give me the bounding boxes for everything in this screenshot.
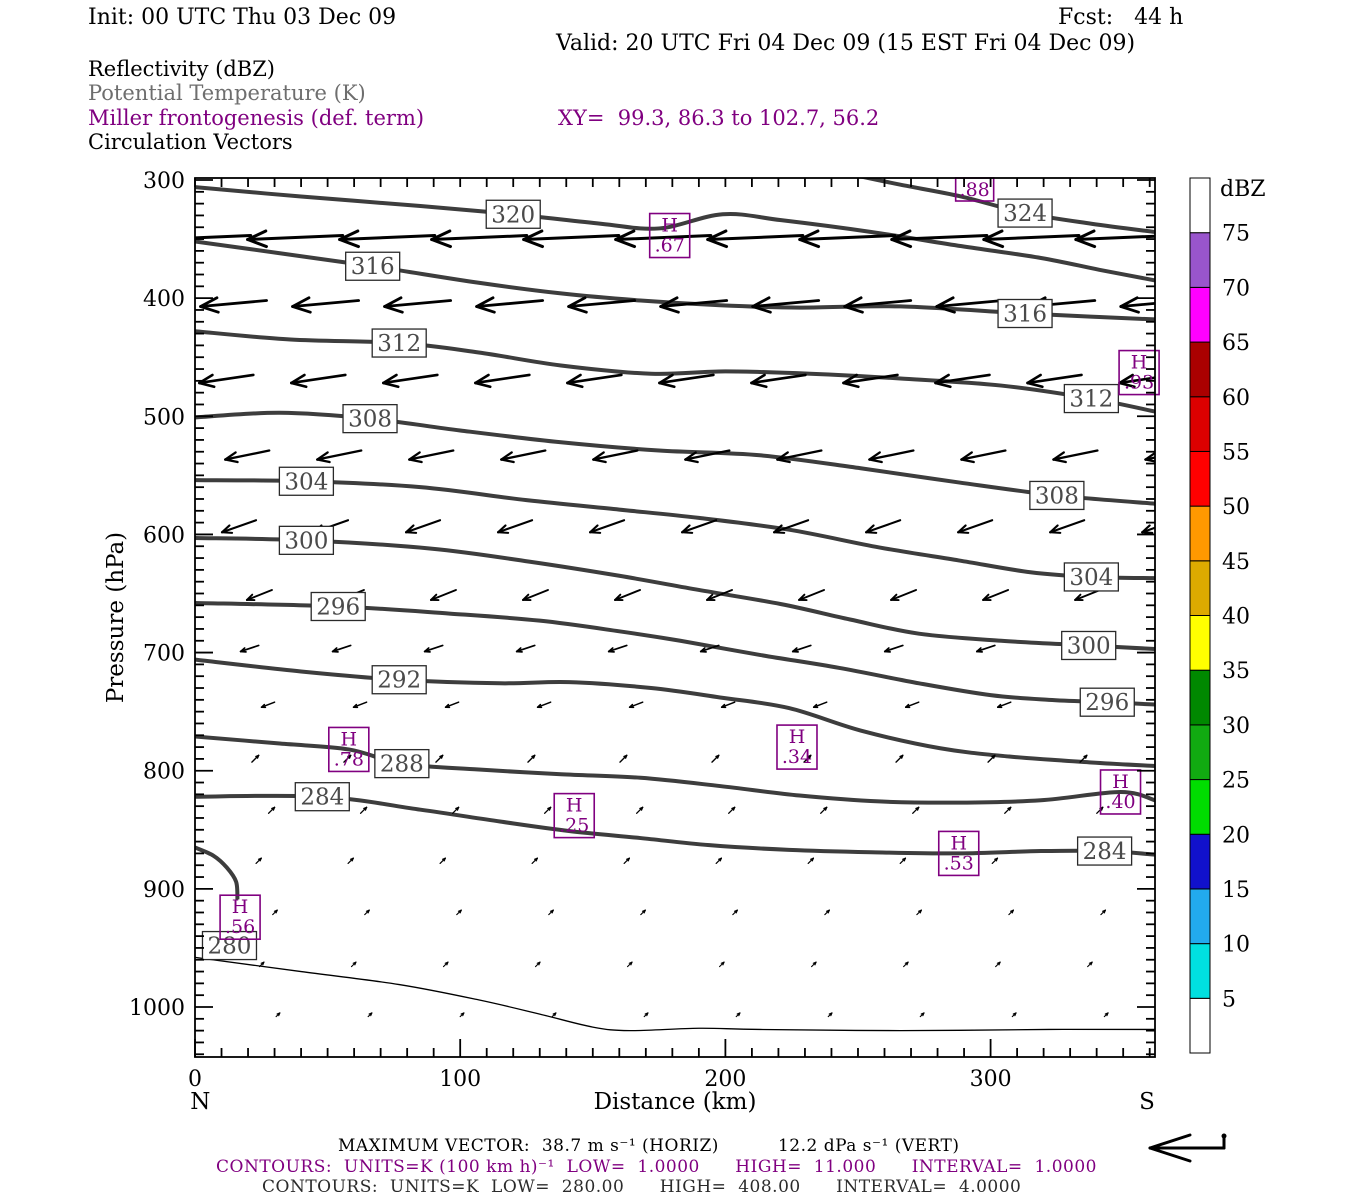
svg-text:300: 300 bbox=[1067, 633, 1111, 659]
theta-contour-labels: 324 320 316 316 312 312 308 308 304 304 300 300 296 2… bbox=[201, 198, 1135, 961]
max-vector-label: MAXIMUM VECTOR: 38.7 m s⁻¹ (HORIZ) 12.2 … bbox=[338, 1136, 960, 1156]
svg-text:800: 800 bbox=[143, 760, 185, 785]
theta-contour-288 bbox=[195, 734, 1155, 805]
theta-contour-300 bbox=[195, 535, 1155, 652]
svg-text:75: 75 bbox=[1222, 222, 1250, 247]
svg-text:20: 20 bbox=[1222, 823, 1250, 848]
svg-text:1000: 1000 bbox=[129, 996, 185, 1021]
svg-text:.56: .56 bbox=[225, 916, 255, 938]
theta-contour-280 bbox=[195, 956, 1155, 1032]
svg-text:400: 400 bbox=[143, 287, 185, 312]
svg-text:308: 308 bbox=[1035, 483, 1079, 509]
svg-text:30: 30 bbox=[1222, 714, 1250, 739]
frontogenesis-h-markers: .88H.67H.93H.78H.34H.25H.40H.53H.56 bbox=[219, 177, 1160, 941]
svg-text:200: 200 bbox=[704, 1067, 746, 1092]
south-end-label: S bbox=[1139, 1089, 1155, 1115]
svg-text:35: 35 bbox=[1222, 659, 1250, 684]
svg-text:H: H bbox=[661, 215, 678, 237]
reflectivity-colorbar: 5 10 15 20 25 30 35 40 45 50 55 60 65 70 75 dBZ bbox=[1189, 177, 1266, 1054]
svg-text:900: 900 bbox=[143, 878, 185, 903]
svg-text:45: 45 bbox=[1222, 550, 1250, 575]
legend-circulation-vectors: Circulation Vectors bbox=[88, 130, 293, 154]
theta-contour-296 bbox=[195, 600, 1155, 707]
init-time-label: Init: 00 UTC Thu 03 Dec 09 bbox=[88, 5, 397, 30]
svg-text:.93: .93 bbox=[1124, 372, 1154, 394]
cross-section-endpoints-label: XY= 99.3, 86.3 to 102.7, 56.2 bbox=[558, 106, 880, 130]
svg-text:284: 284 bbox=[1083, 839, 1127, 865]
svg-text:312: 312 bbox=[377, 331, 421, 357]
svg-text:10: 10 bbox=[1222, 933, 1250, 958]
svg-text:55: 55 bbox=[1222, 440, 1250, 465]
svg-text:40: 40 bbox=[1222, 605, 1250, 630]
svg-text:700: 700 bbox=[143, 642, 185, 667]
svg-text:316: 316 bbox=[351, 254, 395, 280]
svg-text:60: 60 bbox=[1222, 386, 1250, 411]
theta-contour-info: CONTOURS: UNITS=K LOW= 280.00 HIGH= 408.… bbox=[262, 1177, 1022, 1197]
svg-text:288: 288 bbox=[380, 752, 424, 778]
svg-text:H: H bbox=[232, 896, 249, 918]
svg-text:H: H bbox=[789, 726, 806, 748]
svg-text:5: 5 bbox=[1222, 987, 1236, 1012]
axes: 300 400 500 600 700 800 900 1000 0 100 200 300 N S Dis… bbox=[103, 169, 1156, 1115]
svg-text:.67: .67 bbox=[655, 235, 685, 257]
svg-text:300: 300 bbox=[143, 169, 185, 194]
svg-text:70: 70 bbox=[1222, 276, 1250, 301]
svg-text:.53: .53 bbox=[944, 852, 974, 874]
theta-contour-320 bbox=[195, 185, 1155, 283]
circulation-vectors bbox=[195, 229, 1155, 1018]
svg-text:H: H bbox=[950, 832, 967, 854]
svg-text:100: 100 bbox=[439, 1067, 481, 1092]
valid-time-label: Valid: 20 UTC Fri 04 Dec 09 (15 EST Fri … bbox=[556, 31, 1136, 56]
svg-text:0: 0 bbox=[188, 1067, 202, 1092]
legend-frontogenesis: Miller frontogenesis (def. term) bbox=[88, 106, 425, 130]
svg-text:292: 292 bbox=[377, 668, 421, 694]
svg-text:H: H bbox=[1131, 352, 1148, 374]
legend-reflectivity: Reflectivity (dBZ) bbox=[88, 57, 276, 81]
svg-text:50: 50 bbox=[1222, 495, 1250, 520]
svg-text:300: 300 bbox=[970, 1067, 1012, 1092]
frontogenesis-contour-info: CONTOURS: UNITS=K (100 km h)⁻¹ LOW= 1.00… bbox=[216, 1157, 1097, 1177]
y-axis-title: Pressure (hPa) bbox=[103, 532, 129, 703]
colorbar-title: dBZ bbox=[1220, 177, 1266, 202]
svg-text:296: 296 bbox=[1085, 690, 1129, 716]
svg-text:280: 280 bbox=[208, 934, 252, 960]
svg-text:324: 324 bbox=[1003, 201, 1047, 227]
svg-text:304: 304 bbox=[1069, 565, 1113, 591]
svg-text:500: 500 bbox=[143, 405, 185, 430]
theta-contour-312 bbox=[195, 329, 1155, 414]
svg-text:15: 15 bbox=[1222, 878, 1250, 903]
svg-text:H: H bbox=[566, 795, 583, 817]
svg-text:65: 65 bbox=[1222, 331, 1250, 356]
svg-text:.34: .34 bbox=[782, 746, 812, 768]
svg-text:.40: .40 bbox=[1105, 791, 1135, 813]
theta-contour-284 bbox=[195, 793, 1155, 857]
svg-text:296: 296 bbox=[316, 594, 360, 620]
svg-text:304: 304 bbox=[284, 469, 328, 495]
svg-text:284: 284 bbox=[300, 785, 344, 811]
theta-contour-304 bbox=[195, 478, 1155, 581]
svg-text:H: H bbox=[1112, 771, 1129, 793]
forecast-hour-label: Fcst: 44 h bbox=[1058, 5, 1184, 30]
svg-text:25: 25 bbox=[1222, 769, 1250, 794]
x-axis-title: Distance (km) bbox=[594, 1089, 757, 1115]
legend-potential-temperature: Potential Temperature (K) bbox=[88, 81, 366, 105]
svg-text:.78: .78 bbox=[334, 748, 364, 770]
theta-contour-284 bbox=[195, 845, 240, 900]
reference-vector-arrow bbox=[1148, 1133, 1227, 1163]
svg-text:.88: .88 bbox=[960, 179, 990, 201]
svg-text:600: 600 bbox=[143, 523, 185, 548]
svg-text:320: 320 bbox=[491, 202, 535, 228]
svg-text:300: 300 bbox=[284, 528, 328, 554]
svg-text:316: 316 bbox=[1003, 302, 1047, 328]
svg-text:H: H bbox=[341, 728, 358, 750]
svg-text:.25: .25 bbox=[559, 815, 589, 837]
north-end-label: N bbox=[190, 1089, 210, 1115]
svg-text:308: 308 bbox=[348, 407, 392, 433]
svg-text:312: 312 bbox=[1069, 387, 1113, 413]
theta-contour-308 bbox=[195, 410, 1155, 506]
